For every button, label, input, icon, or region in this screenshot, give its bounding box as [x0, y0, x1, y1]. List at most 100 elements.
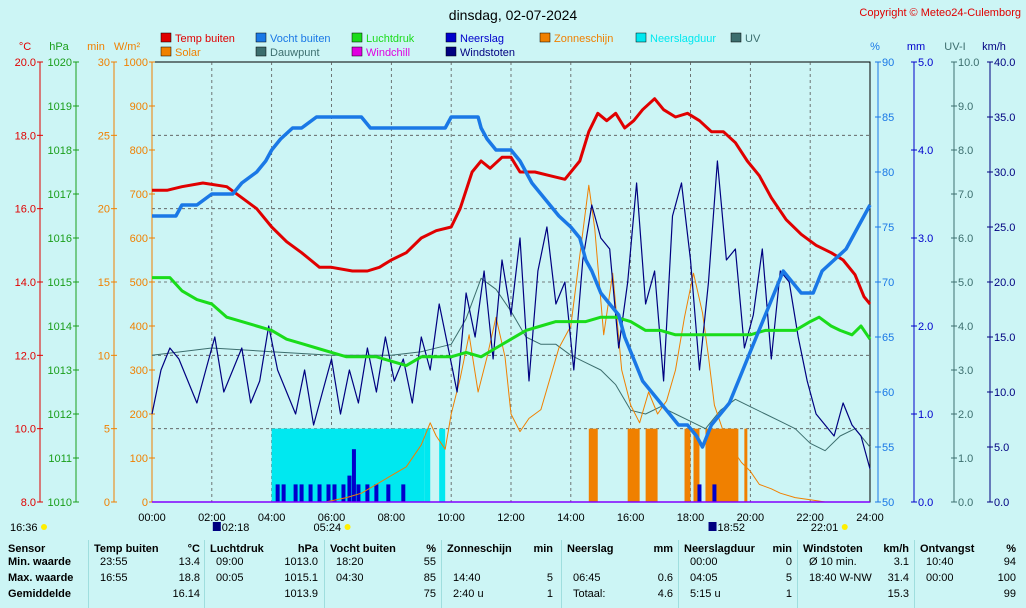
sunshine-bar: [645, 428, 658, 502]
axis-unit-humidity: %: [870, 41, 880, 53]
axis-tick-label: 4.0: [958, 321, 973, 333]
axis-tick-label: 900: [130, 101, 148, 113]
table-cell-value: 18.8: [178, 572, 200, 584]
axis-unit-uv: UV-I: [944, 41, 965, 53]
axis-tick-label: 40.0: [994, 57, 1015, 69]
axis-tick-label: 5.0: [918, 57, 933, 69]
rain-duration-bar: [424, 428, 431, 502]
axis-tick-label: 1000: [124, 57, 148, 69]
table-column: Ontvangst% 10:40 94 00:00 100 99: [920, 540, 1020, 608]
rain-bar: [293, 484, 298, 502]
axis-tick-label: 18.0: [15, 130, 36, 142]
axis-tick-label: 7.0: [958, 189, 973, 201]
axis-tick-label: 1013: [48, 365, 72, 377]
table-separator: [88, 540, 89, 608]
table-cell-time: 04:30: [336, 572, 364, 584]
rain-bar: [341, 484, 346, 502]
axis-tick-label: 200: [130, 409, 148, 421]
table-separator: [678, 540, 679, 608]
x-tick-label: 06:00: [318, 512, 346, 524]
axis-tick-label: 2.0: [918, 321, 933, 333]
axis-tick-label: 20.0: [994, 277, 1015, 289]
x-tick-label: 08:00: [378, 512, 406, 524]
axis-unit-rain: mm: [907, 41, 925, 53]
sun-icon: [841, 524, 848, 530]
table-separator: [914, 540, 915, 608]
table-cell-time: 5:15 u: [690, 588, 721, 600]
table-unit: °C: [187, 543, 200, 555]
axis-tick-label: 10: [98, 350, 110, 362]
axis-tick-label: 60: [882, 387, 894, 399]
table-cell-value: 16.14: [172, 588, 200, 600]
table-row-label: Min. waarde: [8, 556, 71, 568]
axis-tick-label: 1014: [48, 321, 72, 333]
table-header: Sensor: [8, 543, 46, 555]
axis-tick-label: 100: [130, 453, 148, 465]
rain-bar: [299, 484, 304, 502]
table-header: Neerslagduur: [684, 543, 755, 555]
rain-bar: [374, 484, 379, 502]
rain-bar: [281, 484, 286, 502]
table-header: Windstoten: [803, 543, 863, 555]
axis-tick-label: 30.0: [994, 167, 1015, 179]
axis-tick-label: 1010: [48, 497, 72, 509]
x-tick-label: 24:00: [856, 512, 884, 524]
axis-tick-label: 1016: [48, 233, 72, 245]
axis-tick-label: 1017: [48, 189, 72, 201]
axis-tick-label: 3.0: [958, 365, 973, 377]
axis-tick-label: 16.0: [15, 204, 36, 216]
table-cell-value: 5: [785, 572, 792, 584]
weather-chart: dinsdag, 02-07-2024 Copyright © Meteo24-C…: [10, 7, 1021, 534]
rain-bar: [275, 484, 280, 502]
table-header: Ontvangst: [920, 543, 975, 555]
axis-tick-label: 1.0: [918, 409, 933, 421]
x-tick-label: 04:00: [258, 512, 286, 524]
rain-duration-bar: [439, 428, 446, 502]
table-separator: [324, 540, 325, 608]
table-cell-time: 00:05: [216, 572, 244, 584]
sunshine-bar: [744, 428, 748, 502]
table-cell-value: 1013.9: [284, 588, 318, 600]
rain-bar: [697, 484, 702, 502]
table-column: Sensor Min. waarde Max. waarde Gemiddelde: [8, 540, 88, 608]
table-unit: %: [1006, 543, 1016, 555]
axis-tick-label: 80: [882, 167, 894, 179]
table-cell-time: Totaal:: [573, 588, 606, 600]
legend-swatch: [351, 46, 363, 57]
legend-label: UV: [745, 33, 761, 45]
table-cell-time: 04:05: [690, 572, 718, 584]
axis-tick-label: 14.0: [15, 277, 36, 289]
axis-tick-label: 300: [130, 365, 148, 377]
axis-tick-label: 0: [104, 497, 110, 509]
axis-tick-label: 5.0: [958, 277, 973, 289]
table-header: Neerslag: [567, 543, 614, 555]
table-cell-time: 09:00: [216, 556, 244, 568]
legend-swatch: [635, 32, 647, 43]
rain-bar: [365, 484, 370, 502]
table-cell-value: 100: [997, 572, 1016, 584]
legend-swatch: [539, 32, 551, 43]
x-tick-label: 10:00: [437, 512, 465, 524]
legend-label: Windstoten: [460, 47, 515, 59]
table-column: Zonneschijn min 14:40 5 2:40 u 1: [447, 540, 557, 608]
rain-bar: [317, 484, 322, 502]
table-column: Temp buiten °C 23:55 13.4 16:55 18.8 16.14: [94, 540, 204, 608]
table-separator: [204, 540, 205, 608]
axis-tick-label: 12.0: [15, 350, 36, 362]
axis-tick-label: 3.0: [918, 233, 933, 245]
series-line-vocht-buiten: [152, 115, 872, 449]
series-line-temp-buiten: [152, 97, 872, 305]
table-cell-value: 5: [546, 572, 553, 584]
axis-tick-label: 10.0: [994, 387, 1015, 399]
legend-swatch: [160, 32, 172, 43]
x-tick-label: 20:00: [737, 512, 765, 524]
table-cell-value: 31.4: [887, 572, 909, 584]
table-cell-value: 75: [423, 588, 436, 600]
axis-tick-label: 4.0: [918, 145, 933, 157]
table-cell-value: 15.3: [887, 588, 909, 600]
axis-tick-label: 35.0: [994, 112, 1015, 124]
x-annotation: 18:52: [718, 522, 746, 534]
legend-swatch: [255, 32, 267, 43]
axis-tick-label: 10.0: [958, 57, 979, 69]
table-unit: %: [426, 543, 436, 555]
